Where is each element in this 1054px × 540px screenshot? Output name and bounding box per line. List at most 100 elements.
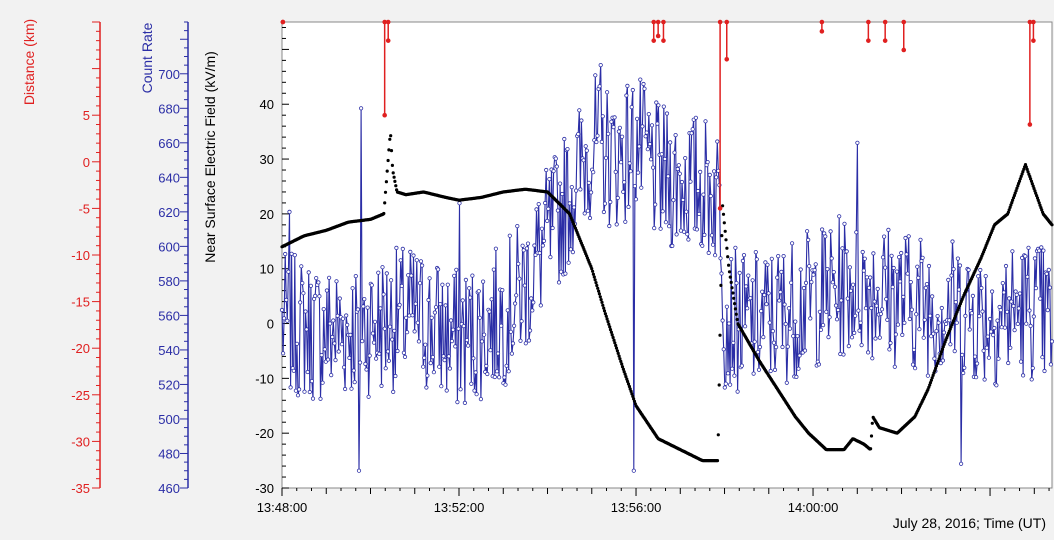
count-rate-point	[463, 277, 468, 282]
count-rate-point	[1004, 309, 1010, 314]
count-rate-point	[356, 468, 362, 473]
count-rate-point	[381, 292, 386, 297]
count-rate-point	[472, 388, 477, 393]
distance-tick-label: -35	[71, 481, 90, 496]
count-rate-point	[673, 133, 678, 138]
efield-point	[1029, 177, 1033, 181]
count-rate-point	[495, 351, 501, 356]
count-rate-point	[960, 352, 965, 357]
count-rate-point	[987, 316, 993, 322]
count-rate-point	[639, 185, 644, 190]
count-rate-point	[411, 253, 416, 258]
count-rate-point	[861, 268, 866, 273]
count-rate-point	[953, 299, 958, 305]
count-rate-point	[280, 351, 286, 356]
count-rate-point	[927, 313, 933, 318]
efield-point	[929, 378, 934, 382]
count-rate-point	[891, 265, 896, 271]
count-rate-point	[962, 365, 967, 370]
count-rate-point	[751, 371, 756, 376]
count-rate-point	[777, 298, 782, 303]
count-rate-point	[555, 208, 561, 213]
count-rate-point	[415, 320, 420, 325]
count-rate-point	[705, 160, 710, 165]
efield-point	[1026, 170, 1030, 174]
count-rate-point	[854, 230, 859, 235]
efield-point	[937, 357, 941, 361]
efield-point	[600, 300, 604, 304]
count-rate-point	[320, 380, 325, 385]
count-rate-point	[828, 229, 833, 234]
count-rate-point	[980, 309, 985, 314]
count-rate-point	[428, 360, 433, 366]
count-rate-point	[720, 318, 725, 323]
count-rate-point	[601, 209, 607, 215]
count-rate-point	[454, 267, 459, 272]
count-rate-point	[991, 332, 996, 338]
count-rate-point	[547, 177, 552, 182]
count-rate-point	[1002, 325, 1008, 330]
efield-point	[869, 434, 874, 438]
efield-point	[621, 367, 626, 371]
efield-point	[389, 134, 393, 138]
count-rate-point	[892, 364, 897, 369]
count-rate-point	[875, 286, 880, 291]
efield-point	[383, 190, 388, 194]
efield-point	[623, 372, 627, 376]
count-rate-point	[912, 366, 918, 371]
count-rate-point	[520, 243, 525, 248]
count-rate-point	[932, 356, 937, 361]
count-rate-point	[464, 337, 470, 343]
count-rate-point	[478, 396, 483, 402]
count-rate-point	[794, 374, 799, 379]
count-rate-point	[801, 285, 807, 291]
count-rate-point	[453, 344, 458, 349]
count-rate-point	[688, 179, 693, 184]
count-rate-point	[442, 357, 447, 363]
count-rate-point	[770, 328, 776, 334]
count-rate-point	[619, 134, 625, 139]
count-rate-point	[904, 252, 909, 257]
count-rate-point	[422, 355, 427, 360]
count-rate-point	[957, 263, 963, 268]
efield-point	[597, 292, 602, 296]
count-rate-point	[469, 381, 474, 386]
count-rate-point	[527, 328, 533, 333]
count-rate-point	[856, 308, 861, 313]
count-rate-point	[1037, 248, 1042, 253]
count-rate-point	[322, 347, 327, 352]
count-rate-point	[504, 363, 509, 368]
count-rate-point	[624, 93, 629, 98]
count-rate-tick-label: 500	[158, 412, 180, 427]
count-rate-point	[1027, 308, 1032, 313]
distance-flash-point	[882, 19, 888, 25]
efield-point	[1021, 170, 1025, 174]
count-rate-point	[886, 227, 891, 232]
count-rate-point	[798, 267, 803, 272]
distance-flash-point	[717, 19, 723, 25]
count-rate-point	[489, 297, 494, 302]
count-rate-point	[681, 229, 687, 234]
count-rate-point	[557, 181, 563, 186]
count-rate-point	[567, 201, 572, 206]
count-rate-point	[970, 293, 976, 298]
count-rate-point	[494, 369, 500, 374]
efield-point	[603, 312, 608, 316]
count-rate-point	[938, 360, 943, 366]
efield-point	[928, 381, 933, 385]
efield-point	[628, 387, 632, 391]
count-rate-point	[671, 198, 676, 203]
count-rate-point	[336, 349, 341, 354]
count-rate-point	[431, 370, 436, 375]
count-rate-point	[417, 280, 423, 286]
count-rate-point	[334, 279, 339, 284]
count-rate-point	[696, 211, 702, 216]
count-rate-point	[817, 309, 823, 314]
count-rate-point	[611, 125, 616, 130]
efield-point	[1029, 179, 1034, 183]
count-rate-point	[865, 350, 871, 355]
efield-point	[722, 221, 726, 225]
count-rate-point	[626, 204, 631, 209]
count-rate-point	[319, 352, 324, 358]
count-rate-point	[655, 121, 660, 126]
